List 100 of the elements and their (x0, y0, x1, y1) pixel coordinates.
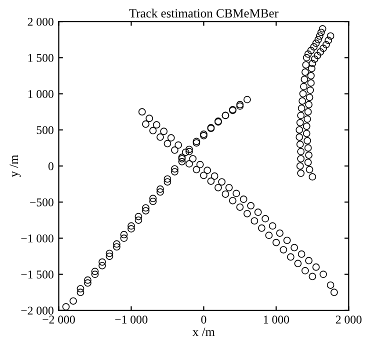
point (287, 253, 294, 261)
point (272, 238, 280, 246)
point (128, 222, 135, 230)
point (178, 158, 186, 166)
point (308, 272, 316, 280)
x-tick-label: −1 000 (115, 316, 148, 324)
point (316, 32, 324, 40)
point (302, 54, 310, 62)
point (307, 79, 315, 87)
point (294, 260, 302, 268)
point (164, 175, 172, 183)
point (171, 168, 178, 176)
point (214, 184, 222, 192)
point (297, 170, 305, 177)
point (305, 151, 312, 159)
point (186, 148, 193, 156)
point (298, 97, 306, 105)
point (91, 268, 99, 276)
point (316, 48, 324, 56)
point (156, 133, 164, 141)
point (298, 104, 306, 112)
point (167, 134, 175, 142)
point (84, 276, 92, 284)
point (302, 122, 310, 130)
point (314, 36, 322, 44)
y-tick-label: 1 000 (28, 90, 54, 98)
y-tick-label: 0 (48, 162, 54, 170)
point (262, 215, 270, 222)
point (200, 172, 208, 180)
x-tick-label: 1 000 (264, 316, 290, 324)
point (304, 115, 312, 123)
point (304, 158, 312, 166)
point (160, 128, 168, 136)
point (164, 140, 172, 148)
point (330, 288, 338, 296)
point (225, 184, 233, 192)
point (296, 140, 304, 148)
point (322, 41, 330, 48)
y-tick-label: 500 (36, 126, 54, 134)
point (265, 232, 273, 239)
point (210, 172, 218, 180)
point (280, 246, 288, 254)
point (106, 250, 114, 258)
point (196, 160, 204, 168)
y-tick-label: −1 500 (21, 270, 54, 279)
y-tick-label: 1 500 (28, 54, 54, 62)
point (308, 64, 316, 72)
point (290, 244, 298, 252)
point (307, 72, 315, 80)
x-tick-label: 0 (201, 316, 206, 324)
point (324, 36, 332, 44)
point (283, 236, 291, 244)
point (276, 229, 284, 237)
y-axis-title: y /m (10, 154, 21, 178)
point (307, 46, 315, 54)
point (308, 173, 316, 181)
point (186, 160, 193, 168)
point (146, 114, 154, 122)
point (300, 76, 308, 84)
point (70, 297, 77, 305)
point (149, 126, 157, 134)
point (254, 208, 262, 216)
point (297, 112, 305, 120)
point (302, 68, 309, 76)
point (113, 240, 120, 248)
point (120, 234, 128, 242)
point (302, 130, 310, 138)
point (296, 162, 304, 170)
point (296, 126, 304, 134)
point (304, 50, 312, 58)
point (297, 155, 305, 162)
point (312, 263, 320, 271)
point (304, 108, 312, 116)
point (171, 146, 178, 154)
point (149, 198, 157, 206)
point (236, 203, 244, 211)
point (318, 25, 326, 32)
point (304, 137, 312, 144)
point (250, 217, 258, 225)
point (62, 303, 70, 310)
point (314, 52, 322, 60)
point (207, 177, 215, 185)
point (305, 256, 312, 264)
point (76, 288, 84, 296)
point (304, 144, 312, 152)
point (306, 166, 314, 174)
point (306, 94, 314, 102)
x-tick-label: 2 000 (336, 316, 362, 324)
point (240, 196, 248, 203)
point (134, 212, 142, 220)
point (164, 178, 172, 186)
point (310, 43, 318, 51)
point (222, 190, 230, 198)
point (306, 86, 314, 94)
point (296, 133, 304, 141)
point (149, 194, 157, 202)
x-axis-title: x /m (192, 328, 215, 336)
point (192, 166, 200, 174)
point (296, 118, 304, 126)
point (174, 141, 182, 149)
